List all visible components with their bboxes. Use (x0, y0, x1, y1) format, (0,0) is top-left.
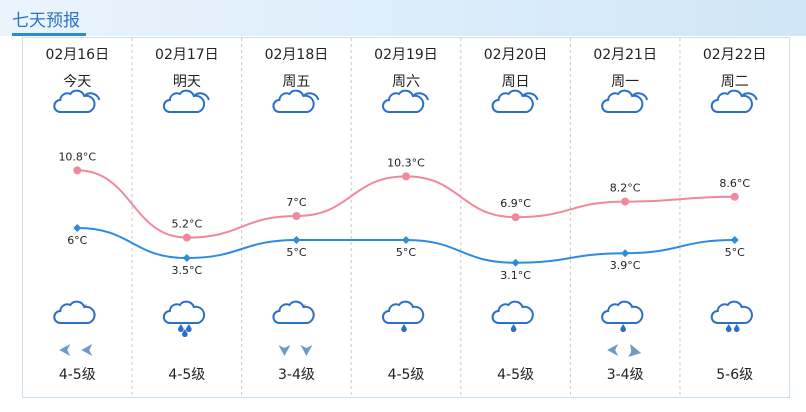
wind-arrow (59, 344, 71, 356)
day-name: 周六 (392, 74, 420, 90)
rain-drop (182, 329, 188, 338)
wind-arrow (607, 344, 619, 356)
top-icon-arc (84, 92, 101, 101)
temp-label: 6.9°C (500, 197, 531, 210)
wind-level: 5-6级 (716, 367, 753, 383)
day-date: 02月21日 (593, 47, 657, 63)
temp-point (402, 236, 410, 244)
rain-drop (510, 324, 517, 333)
header-bar (0, 0, 806, 36)
day-name: 明天 (173, 74, 201, 90)
top-icon-arc (522, 92, 539, 101)
temp-point (73, 224, 82, 232)
day-date: 02月20日 (484, 47, 548, 63)
temp-point (292, 212, 301, 220)
temp-point (621, 249, 630, 258)
rain-drop (620, 324, 626, 333)
bottom-weather-icon (601, 300, 644, 324)
wind-arrow (81, 344, 93, 356)
wind-level: 3-4级 (278, 367, 315, 383)
temp-point (182, 233, 191, 242)
temp-point (292, 236, 301, 244)
top-icon-arc (194, 92, 210, 101)
wind-level: 4-5级 (168, 367, 205, 383)
temp-line (77, 169, 735, 239)
temp-label: 3.1°C (500, 269, 531, 282)
rain-drop (733, 324, 740, 333)
temp-label: 5.2°C (172, 218, 203, 231)
temp-label: 7°C (286, 196, 306, 209)
rain-drop (178, 324, 184, 333)
temp-point (73, 166, 82, 175)
temp-point (511, 258, 520, 267)
wind-level: 4-5级 (59, 367, 96, 383)
temp-label: 5°C (286, 246, 306, 259)
header-title: 七天预报 (12, 11, 80, 31)
day-name: 周一 (611, 74, 639, 90)
top-icon-arc (413, 92, 429, 101)
temp-label: 8.6°C (719, 177, 750, 190)
top-weather-icon (382, 89, 425, 113)
wind-arrow (628, 344, 642, 357)
temp-label: 3.9°C (610, 259, 641, 272)
wind-arrow (300, 345, 313, 356)
bottom-weather-icon (162, 300, 206, 324)
wind-arrow (278, 345, 291, 356)
rain-drop (725, 324, 732, 333)
top-icon-arc (303, 92, 320, 101)
top-weather-icon (162, 89, 206, 113)
temp-point (511, 213, 520, 222)
temp-label: 5°C (396, 246, 416, 259)
top-icon-arc (632, 92, 649, 101)
bottom-weather-icon (53, 300, 96, 324)
temp-label: 8.2°C (610, 182, 641, 195)
rain-drop (401, 324, 407, 333)
wind-level: 4-5级 (388, 367, 425, 383)
rain-drop (186, 324, 192, 333)
day-name: 今天 (63, 74, 91, 90)
temp-label: 10.3°C (387, 156, 425, 169)
title-underline (12, 33, 86, 36)
day-date: 02月18日 (265, 47, 329, 63)
day-date: 02月16日 (45, 47, 109, 63)
temp-label: 10.8°C (58, 150, 96, 163)
temp-label: 5°C (725, 246, 745, 259)
temp-label: 6°C (67, 234, 87, 247)
temp-point (730, 236, 739, 244)
wind-level: 4-5级 (497, 367, 534, 383)
bottom-weather-icon (710, 300, 753, 324)
temp-point (402, 172, 410, 181)
temp-point (621, 197, 630, 206)
day-date: 02月22日 (703, 47, 767, 63)
bottom-weather-icon (272, 300, 315, 324)
top-weather-icon (710, 89, 753, 113)
temp-label: 3.5°C (172, 264, 203, 277)
bottom-weather-icon (491, 300, 534, 324)
top-weather-icon (601, 89, 644, 113)
bottom-weather-icon (382, 300, 425, 324)
temp-point (730, 192, 739, 201)
temp-point (182, 254, 191, 262)
wind-level: 3-4级 (607, 367, 644, 383)
top-icon-arc (742, 92, 758, 101)
day-date: 02月19日 (374, 47, 438, 63)
day-name: 周二 (721, 74, 749, 90)
day-date: 02月17日 (155, 47, 219, 63)
top-weather-icon (272, 89, 315, 113)
day-name: 周五 (282, 74, 310, 90)
top-weather-icon (491, 89, 534, 113)
top-weather-icon (53, 89, 96, 113)
day-name: 周日 (502, 74, 530, 90)
